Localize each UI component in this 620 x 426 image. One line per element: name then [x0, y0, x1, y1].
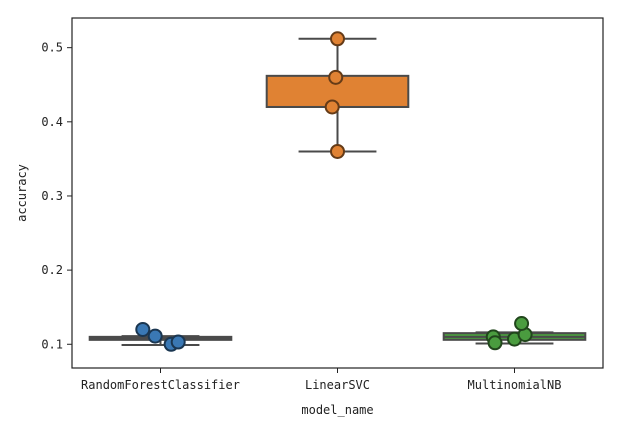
data-point: [135, 321, 151, 337]
y-tick-label: 0.1: [41, 337, 63, 351]
box-linearsvc: [265, 37, 410, 153]
y-tick-label: 0.5: [41, 41, 63, 55]
y-tick-label: 0.3: [41, 189, 63, 203]
data-point: [170, 334, 186, 350]
x-tick-label: MultinomialNB: [468, 378, 562, 392]
data-point: [330, 143, 345, 159]
data-point: [324, 99, 340, 115]
data-point: [330, 31, 345, 47]
x-tick-label: LinearSVC: [305, 378, 370, 392]
data-point: [147, 328, 163, 344]
x-tick-label: RandomForestClassifier: [81, 378, 240, 392]
y-axis-label: accuracy: [15, 164, 29, 222]
points-randomforestclassifier: [135, 321, 186, 352]
points-multinomialnb: [485, 316, 533, 351]
points-linearsvc: [324, 31, 345, 159]
plot-frame: [71, 17, 604, 369]
y-tick-label: 0.4: [41, 115, 63, 129]
data-point: [514, 316, 530, 332]
data-point: [328, 69, 344, 85]
y-tick-label: 0.2: [41, 263, 63, 277]
data-point: [487, 335, 503, 351]
x-axis-label: model_name: [301, 403, 373, 417]
